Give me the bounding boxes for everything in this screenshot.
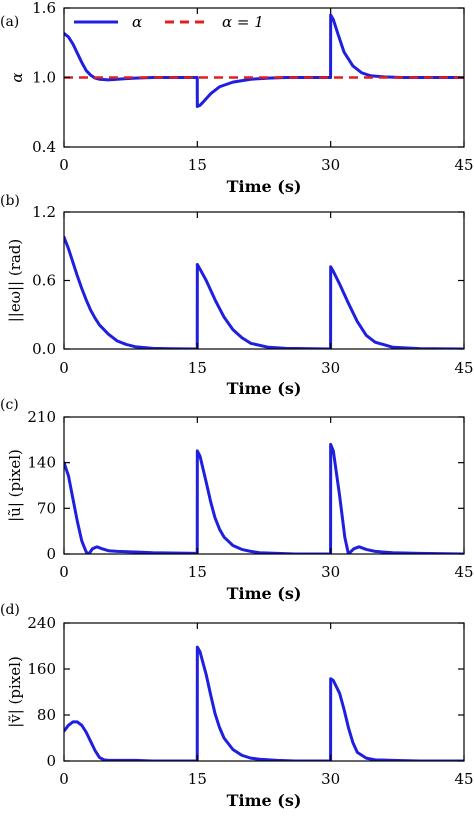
y-tick-label: 0 — [46, 545, 56, 563]
x-tick-label: 45 — [454, 563, 473, 581]
legend-entry-2: α = 1 — [222, 13, 264, 31]
x-tick-label: 0 — [59, 563, 69, 581]
panel-a: 0 15 30 45 0.4 1.0 1.6 Time (s) α (a) α α = 1 — [0, 0, 474, 196]
y-tick-label: 0 — [46, 752, 56, 770]
x-tick-label: 45 — [454, 156, 473, 174]
y-tick-label: 80 — [37, 706, 56, 724]
y-tick-label: 1.2 — [32, 203, 56, 221]
y-axis-label: α — [8, 72, 26, 82]
x-tick-label: 15 — [188, 770, 207, 788]
series-line-1 — [64, 645, 464, 761]
y-tick-label: 1.0 — [32, 69, 56, 87]
x-axis-label: Time (s) — [227, 379, 302, 398]
y-tick-label: 210 — [27, 408, 56, 426]
x-tick-label: 0 — [59, 156, 69, 174]
series-line-1 — [64, 235, 464, 349]
panel-label: (b) — [0, 193, 20, 209]
y-tick-label: 1.6 — [32, 0, 56, 17]
y-tick-label: 240 — [27, 614, 56, 632]
x-axis-label: Time (s) — [227, 177, 302, 196]
x-tick-label: 30 — [321, 359, 340, 377]
x-tick-label: 0 — [59, 359, 69, 377]
x-axis-label: Time (s) — [227, 791, 302, 810]
panel-b: 0 15 30 45 0.0 0.6 1.2 Time (s) ||eω|| (rad) (b) — [0, 193, 474, 398]
x-axis-label: Time (s) — [227, 584, 302, 603]
y-axis-label: |ũ| (pixel) — [6, 449, 24, 522]
x-tick-label: 15 — [188, 563, 207, 581]
x-tick-label: 30 — [321, 563, 340, 581]
panel-label: (c) — [0, 397, 19, 413]
y-tick-label: 140 — [27, 454, 56, 472]
panel-label: (d) — [0, 602, 20, 618]
x-tick-label: 15 — [188, 156, 207, 174]
y-tick-label: 0.4 — [32, 138, 56, 156]
x-tick-label: 45 — [454, 359, 473, 377]
panel-c: 0 15 30 45 0 70 140 210 Time (s) |ũ| (pixel) (c) — [0, 397, 474, 603]
series-line-1 — [64, 442, 464, 554]
legend-entry-1: α — [132, 13, 142, 31]
y-tick-label: 0.0 — [32, 340, 56, 358]
plot-frame — [63, 416, 465, 555]
y-axis-label: ||eω|| (rad) — [6, 239, 24, 323]
x-tick-label: 0 — [59, 770, 69, 788]
panel-label: (a) — [0, 14, 19, 30]
series-line-1 — [64, 13, 464, 108]
plot-frame — [63, 622, 465, 762]
plot-area — [64, 442, 464, 554]
x-tick-label: 30 — [321, 770, 340, 788]
panel-d: 0 15 30 45 0 80 160 240 Time (s) |ṽ| (pixel) (d) — [0, 602, 474, 810]
legend: α α = 1 — [74, 13, 264, 31]
y-axis-label: |ṽ| (pixel) — [6, 656, 24, 728]
x-tick-label: 15 — [188, 359, 207, 377]
y-tick-label: 0.6 — [32, 272, 56, 290]
x-tick-label: 30 — [321, 156, 340, 174]
y-tick-label: 160 — [27, 660, 56, 678]
x-tick-label: 45 — [454, 770, 473, 788]
plot-frame — [63, 211, 465, 350]
plot-area — [64, 645, 464, 761]
plot-area — [64, 235, 464, 349]
y-tick-label: 70 — [37, 499, 56, 517]
plot-area — [64, 13, 464, 108]
